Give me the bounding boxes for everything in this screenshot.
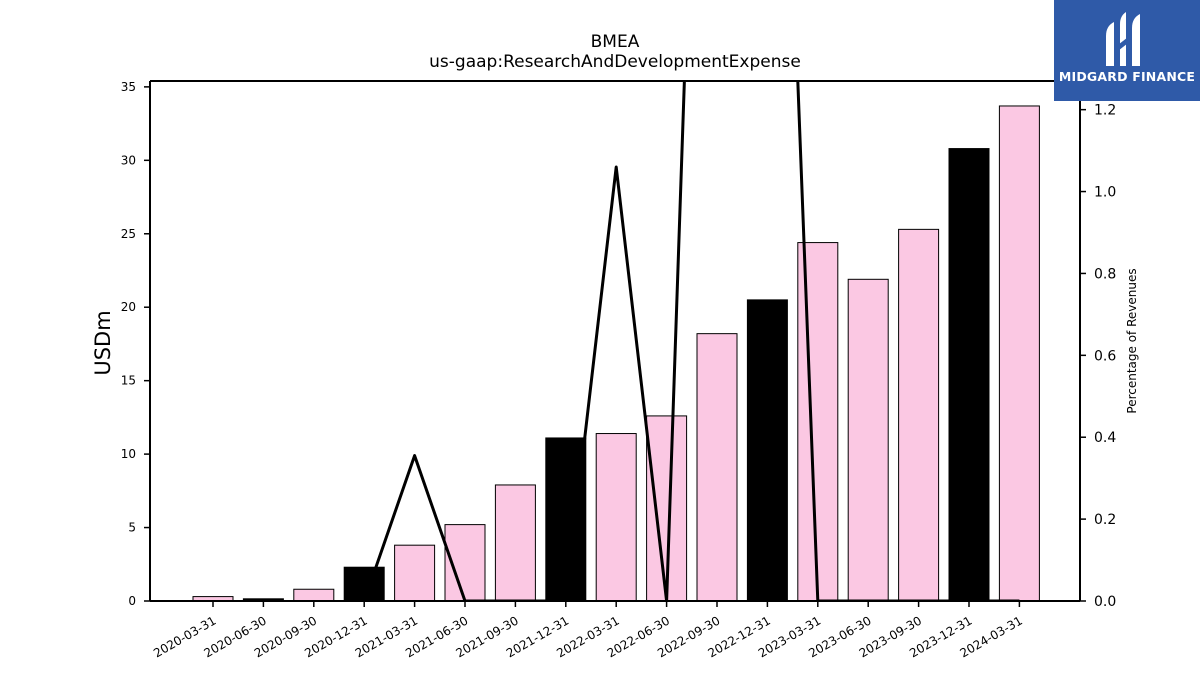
brand-logo: MIDGARD FINANCE — [1054, 0, 1200, 101]
y-tick-label: 35 — [121, 80, 136, 94]
y-axis-label: USDm — [91, 310, 115, 375]
y2-tick-label: 0.2 — [1094, 512, 1116, 528]
y-tick-label: 15 — [121, 374, 136, 388]
chart-title: BMEA — [590, 32, 640, 52]
bar-2021-09-30 — [494, 484, 536, 602]
y-tick-label: 30 — [121, 153, 136, 167]
brand-name: MIDGARD FINANCE — [1058, 69, 1196, 84]
y-tick-label: 25 — [121, 227, 136, 241]
bar-2020-09-30 — [293, 588, 335, 602]
chart-subtitle: us-gaap:ResearchAndDevelopmentExpense — [429, 52, 801, 72]
bar-2023-09-30 — [898, 228, 940, 602]
y2-axis-label: Percentage of Revenues — [1125, 268, 1139, 413]
bar-2022-12-31 — [746, 299, 788, 602]
bar-2022-09-30 — [696, 333, 738, 602]
y2-tick-label: 0.6 — [1094, 348, 1116, 364]
bar-2023-12-31 — [948, 148, 990, 602]
y2-tick-label: 1.2 — [1094, 103, 1116, 119]
y-tick-label: 10 — [121, 447, 136, 461]
bar-2022-03-31 — [595, 433, 637, 602]
bar-2021-03-31 — [394, 544, 436, 602]
bar-2023-06-30 — [847, 278, 889, 602]
bar-2020-12-31 — [343, 566, 385, 602]
y-tick-label: 5 — [128, 521, 136, 535]
bar-2024-03-31 — [998, 105, 1040, 602]
midgard-logo-icon — [1106, 12, 1140, 66]
y-tick-label: 0 — [128, 594, 136, 608]
bar-2023-03-31 — [797, 242, 839, 602]
bar-2021-12-31 — [545, 437, 587, 602]
y2-tick-label: 1.0 — [1094, 185, 1116, 201]
y2-tick-label: 0.4 — [1094, 430, 1116, 446]
y-tick-label: 20 — [121, 300, 136, 314]
y2-tick-label: 0.8 — [1094, 266, 1116, 282]
y2-tick-label: 0.0 — [1094, 594, 1116, 610]
